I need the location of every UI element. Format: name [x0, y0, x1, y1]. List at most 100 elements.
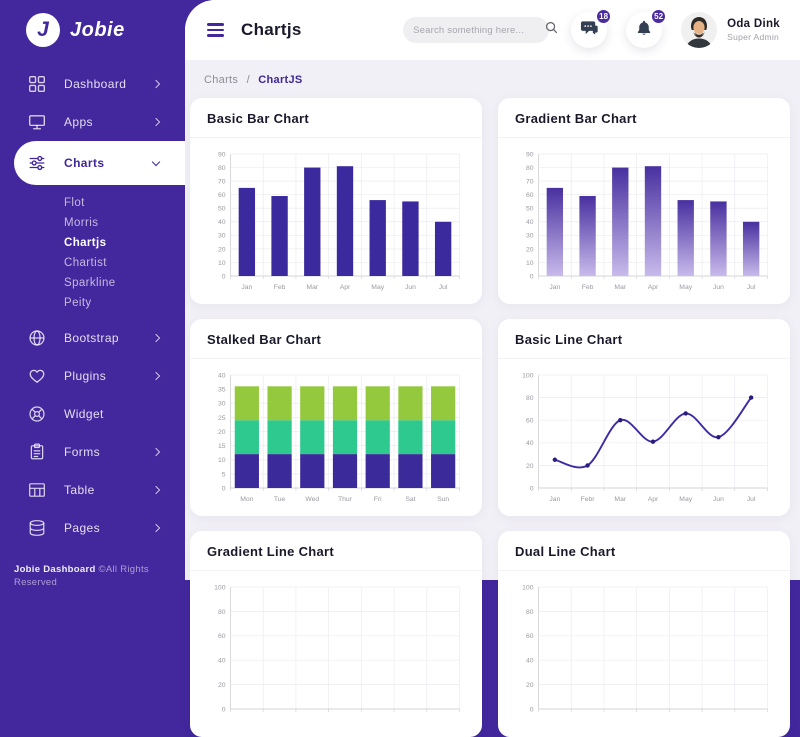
user-profile[interactable]: Oda Dink Super Admin [681, 12, 780, 48]
brand-logo[interactable]: J Jobie [0, 0, 185, 53]
sidebar-subitem-chartjs[interactable]: Chartjs [0, 233, 185, 253]
svg-text:60: 60 [526, 192, 534, 199]
sliders-icon [28, 154, 46, 172]
notifications-button[interactable]: 52 [626, 12, 662, 48]
sidebar-item-forms[interactable]: Forms [0, 433, 185, 471]
globe-icon [28, 329, 46, 347]
svg-text:70: 70 [218, 179, 226, 186]
sidebar-item-bootstrap[interactable]: Bootstrap [0, 319, 185, 357]
svg-text:May: May [679, 284, 692, 291]
svg-text:Jan: Jan [549, 284, 560, 291]
chevron-right-icon [152, 80, 160, 88]
svg-text:10: 10 [526, 260, 534, 267]
sidebar-item-dashboard[interactable]: Dashboard [0, 65, 185, 103]
svg-text:30: 30 [526, 233, 534, 240]
hamburger-menu-button[interactable] [207, 20, 224, 39]
sidebar-item-label: Pages [64, 521, 153, 535]
svg-text:15: 15 [218, 443, 226, 450]
svg-text:40: 40 [218, 372, 226, 379]
breadcrumb: Charts / ChartJS [185, 60, 800, 98]
svg-text:Mar: Mar [306, 284, 318, 291]
chevron-right-icon [152, 118, 160, 126]
charts-submenu: Flot Morris Chartjs Chartist Sparkline P… [0, 185, 185, 319]
svg-text:80: 80 [526, 395, 534, 402]
sidebar-item-charts[interactable]: Charts [14, 141, 185, 185]
sidebar-subitem-peity[interactable]: Peity [0, 293, 185, 313]
svg-text:90: 90 [218, 151, 226, 158]
messages-button[interactable]: 18 [571, 12, 607, 48]
sidebar: J Jobie Dashboard Apps Charts Flot Morri… [0, 0, 185, 580]
sidebar-subitem-flot[interactable]: Flot [0, 193, 185, 213]
svg-text:Jun: Jun [405, 284, 416, 291]
sidebar-item-label: Apps [64, 115, 153, 129]
breadcrumb-current: ChartJS [258, 74, 302, 86]
svg-text:Jan: Jan [549, 496, 560, 503]
svg-text:5: 5 [222, 471, 226, 478]
user-name: Oda Dink [727, 18, 780, 30]
svg-text:May: May [371, 284, 384, 291]
chart-title: Basic Line Chart [515, 332, 773, 347]
sidebar-nav: Dashboard Apps Charts Flot Morris Chartj… [0, 65, 185, 547]
svg-text:80: 80 [218, 609, 226, 616]
svg-text:40: 40 [218, 658, 226, 665]
svg-text:Apr: Apr [340, 284, 351, 291]
svg-text:10: 10 [218, 260, 226, 267]
svg-text:60: 60 [526, 418, 534, 425]
search-bar [403, 17, 549, 43]
sidebar-item-pages[interactable]: Pages [0, 509, 185, 547]
chevron-right-icon [152, 334, 160, 342]
chevron-right-icon [152, 448, 160, 456]
chart-title: Gradient Bar Chart [515, 111, 773, 126]
sidebar-item-label: Table [64, 483, 153, 497]
chevron-right-icon [152, 486, 160, 494]
svg-text:20: 20 [526, 463, 534, 470]
svg-text:90: 90 [526, 151, 534, 158]
svg-text:Sat: Sat [405, 496, 415, 503]
svg-text:Thur: Thur [338, 496, 353, 503]
chart-title: Dual Line Chart [515, 544, 773, 559]
monitor-icon [28, 113, 46, 131]
svg-text:100: 100 [522, 584, 534, 591]
svg-text:May: May [679, 496, 692, 503]
sidebar-item-label: Forms [64, 445, 153, 459]
sidebar-item-table[interactable]: Table [0, 471, 185, 509]
breadcrumb-charts-link[interactable]: Charts [204, 74, 238, 86]
svg-text:Jul: Jul [439, 284, 448, 291]
svg-text:20: 20 [526, 682, 534, 689]
svg-text:50: 50 [526, 206, 534, 213]
page-title: Chartjs [241, 20, 302, 40]
heart-icon [28, 367, 46, 385]
sidebar-item-plugins[interactable]: Plugins [0, 357, 185, 395]
brand-name: Jobie [70, 19, 125, 42]
search-input[interactable] [413, 25, 545, 36]
svg-text:0: 0 [222, 485, 226, 492]
svg-text:Feb: Feb [582, 284, 594, 291]
search-icon[interactable] [545, 21, 558, 39]
svg-text:10: 10 [218, 457, 226, 464]
chevron-right-icon [152, 524, 160, 532]
sidebar-subitem-morris[interactable]: Morris [0, 213, 185, 233]
brand-logo-icon: J [26, 13, 60, 47]
main-content: Chartjs 18 52 Oda Dink Super Admin Chart… [185, 0, 800, 580]
grid-icon [28, 75, 46, 93]
svg-text:Mar: Mar [614, 284, 626, 291]
sidebar-item-widget[interactable]: Widget [0, 395, 185, 433]
svg-text:20: 20 [218, 246, 226, 253]
svg-text:Mar: Mar [614, 496, 626, 503]
svg-text:0: 0 [530, 706, 534, 713]
sidebar-subitem-sparkline[interactable]: Sparkline [0, 273, 185, 293]
sidebar-item-apps[interactable]: Apps [0, 103, 185, 141]
svg-text:50: 50 [218, 206, 226, 213]
sidebar-item-label: Plugins [64, 369, 153, 383]
svg-text:60: 60 [218, 192, 226, 199]
svg-text:0: 0 [222, 273, 226, 280]
sidebar-subitem-chartist[interactable]: Chartist [0, 253, 185, 273]
svg-text:Apr: Apr [648, 496, 659, 503]
